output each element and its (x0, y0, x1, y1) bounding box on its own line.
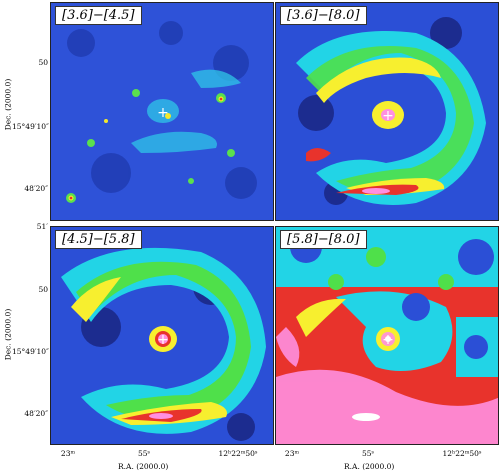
ytick-top-51: 51′ (36, 222, 48, 231)
panel-label-58-80: [5.8]−[8.0] (280, 230, 367, 249)
ytick-top-4910: 15°49′10″ (12, 122, 49, 131)
ylabel-top: Dec. (2000.0) (3, 78, 13, 131)
panel-45-58: + [4.5]−[5.8] (50, 226, 274, 445)
panel-36-45: + [3.6]−[4.5] (50, 2, 274, 221)
xtick-right-23: 23ᵐ (284, 449, 300, 458)
xlabel-right: R.A. (2000.0) (344, 462, 395, 471)
xtick-left-50: 12ʰ22ᵐ50ˢ (218, 449, 258, 458)
panel-label-36-80: [3.6]−[8.0] (280, 6, 367, 25)
xtick-right-55: 55ˢ (361, 449, 375, 458)
image-58-80: + (276, 227, 498, 444)
panel-label-36-45: [3.6]−[4.5] (55, 6, 142, 25)
ytick-bottom-50: 50 (38, 285, 48, 294)
image-45-58: + (51, 227, 273, 444)
panel-label-45-58: [4.5]−[5.8] (55, 230, 142, 249)
ytick-top-4820: 48′20″ (24, 184, 48, 193)
image-36-45: + (51, 3, 273, 220)
ytick-top-50: 50 (38, 58, 48, 67)
xtick-left-23: 23ᵐ (60, 449, 76, 458)
panel-58-80: + [5.8]−[8.0] (275, 226, 499, 445)
image-36-80: + (276, 3, 498, 220)
nucleus-marker: + (157, 105, 169, 121)
ylabel-bottom: Dec. (2000.0) (3, 308, 13, 361)
xlabel-left: R.A. (2000.0) (118, 462, 169, 471)
nucleus-marker: + (382, 332, 394, 348)
panel-36-80: + [3.6]−[8.0] (275, 2, 499, 221)
ytick-bottom-4820: 48′20″ (24, 409, 48, 418)
xtick-left-55: 55ˢ (137, 449, 151, 458)
nucleus-marker: + (382, 108, 394, 124)
xtick-right-50: 12ʰ22ᵐ50ˢ (442, 449, 482, 458)
ytick-bottom-4910: 15°49′10″ (12, 347, 49, 356)
nucleus-marker: + (157, 332, 169, 348)
